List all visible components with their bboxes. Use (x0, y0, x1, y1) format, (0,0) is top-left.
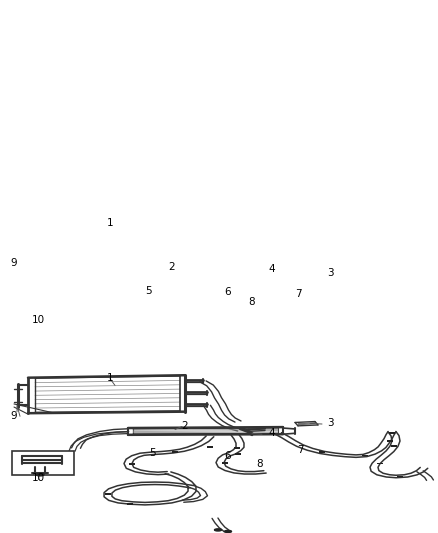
Text: 7: 7 (297, 445, 303, 455)
Ellipse shape (36, 473, 44, 476)
Bar (207, 446, 213, 448)
Text: 5: 5 (148, 448, 155, 458)
Text: 1: 1 (107, 217, 113, 228)
Bar (397, 475, 403, 478)
Bar (234, 447, 240, 449)
Text: 1: 1 (107, 373, 113, 383)
Bar (127, 503, 133, 505)
Text: 9: 9 (11, 411, 18, 421)
Text: 10: 10 (32, 473, 45, 483)
Bar (172, 451, 178, 454)
Bar (391, 445, 397, 447)
Text: 3: 3 (327, 418, 333, 429)
Text: 2: 2 (169, 262, 175, 272)
Text: 8: 8 (257, 458, 263, 469)
Text: 4: 4 (268, 429, 276, 438)
Text: 6: 6 (225, 287, 231, 297)
Bar (129, 463, 135, 465)
Bar (377, 463, 383, 464)
Text: 9: 9 (11, 258, 18, 268)
Text: 6: 6 (225, 450, 231, 461)
Text: 4: 4 (268, 264, 276, 274)
Text: 3: 3 (327, 268, 333, 278)
Text: 2: 2 (182, 421, 188, 431)
Text: 10: 10 (32, 314, 45, 325)
Text: 5: 5 (145, 286, 151, 296)
Ellipse shape (225, 530, 232, 532)
Bar (387, 440, 393, 442)
Text: 8: 8 (249, 297, 255, 307)
Bar (222, 462, 228, 464)
Bar (105, 494, 111, 495)
Bar (235, 454, 241, 455)
Text: 7: 7 (295, 289, 301, 298)
Bar (362, 455, 368, 456)
Bar (319, 451, 325, 454)
Bar (12, 451, 74, 475)
Bar (389, 432, 395, 433)
Ellipse shape (215, 529, 222, 531)
